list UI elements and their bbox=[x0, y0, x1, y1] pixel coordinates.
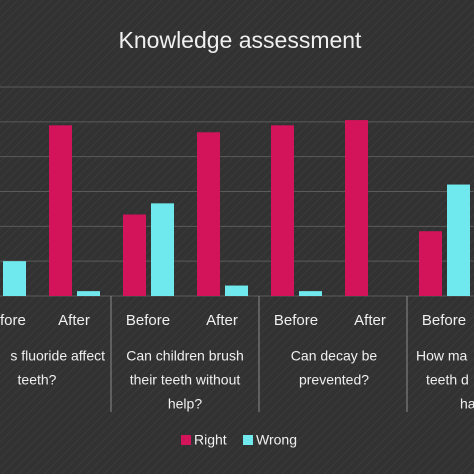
x-tick-label: After bbox=[354, 312, 386, 329]
bar bbox=[271, 125, 294, 296]
group-label: s fluoride affect bbox=[10, 348, 105, 364]
bar bbox=[49, 125, 72, 296]
group-label: help? bbox=[168, 396, 202, 412]
group-label: teeth d bbox=[426, 372, 469, 388]
legend-swatch bbox=[181, 435, 191, 445]
legend-label: Right bbox=[194, 432, 227, 448]
legend-swatch bbox=[243, 435, 253, 445]
group-label: teeth? bbox=[18, 372, 57, 388]
bar bbox=[77, 291, 100, 296]
x-tick-label: After bbox=[206, 312, 238, 329]
group-label: their teeth without bbox=[130, 372, 241, 388]
bar bbox=[299, 291, 322, 296]
x-tick-label: Before bbox=[422, 312, 466, 329]
group-label: prevented? bbox=[299, 372, 369, 388]
group-label: ha bbox=[460, 396, 474, 412]
chart-title: Knowledge assessment bbox=[119, 27, 363, 53]
bar bbox=[3, 261, 26, 296]
bar bbox=[123, 214, 146, 296]
group-label: Can children brush bbox=[126, 348, 244, 364]
bar bbox=[151, 203, 174, 296]
x-tick-label: fore bbox=[0, 312, 26, 329]
x-tick-label: Before bbox=[126, 312, 170, 329]
x-tick-label: Before bbox=[274, 312, 318, 329]
bar bbox=[345, 120, 368, 296]
bar bbox=[225, 285, 248, 296]
bar bbox=[419, 231, 442, 296]
bar bbox=[447, 184, 470, 296]
group-label: How ma bbox=[416, 348, 468, 364]
group-label: Can decay be bbox=[291, 348, 378, 364]
bar bbox=[197, 132, 220, 296]
x-tick-label: After bbox=[58, 312, 90, 329]
legend-label: Wrong bbox=[256, 432, 297, 448]
